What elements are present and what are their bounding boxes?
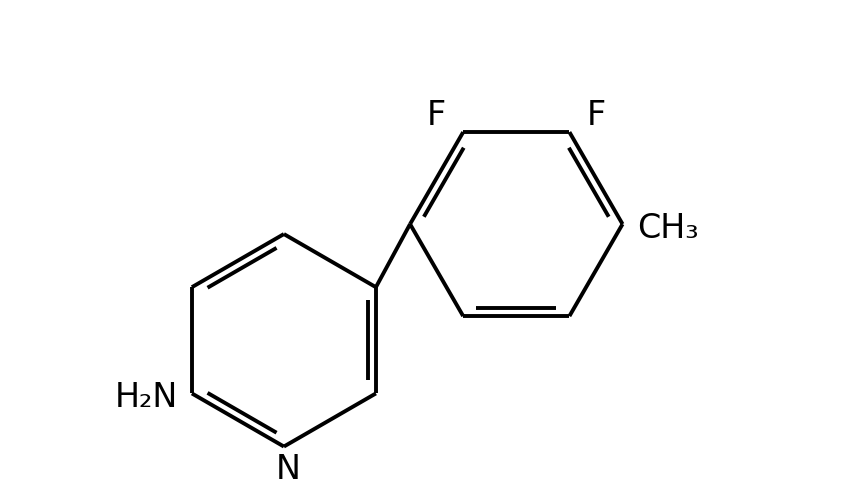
Text: CH₃: CH₃	[638, 212, 699, 245]
Text: F: F	[427, 99, 446, 132]
Text: N: N	[275, 453, 301, 486]
Text: H₂N: H₂N	[115, 381, 178, 414]
Text: F: F	[586, 99, 605, 132]
